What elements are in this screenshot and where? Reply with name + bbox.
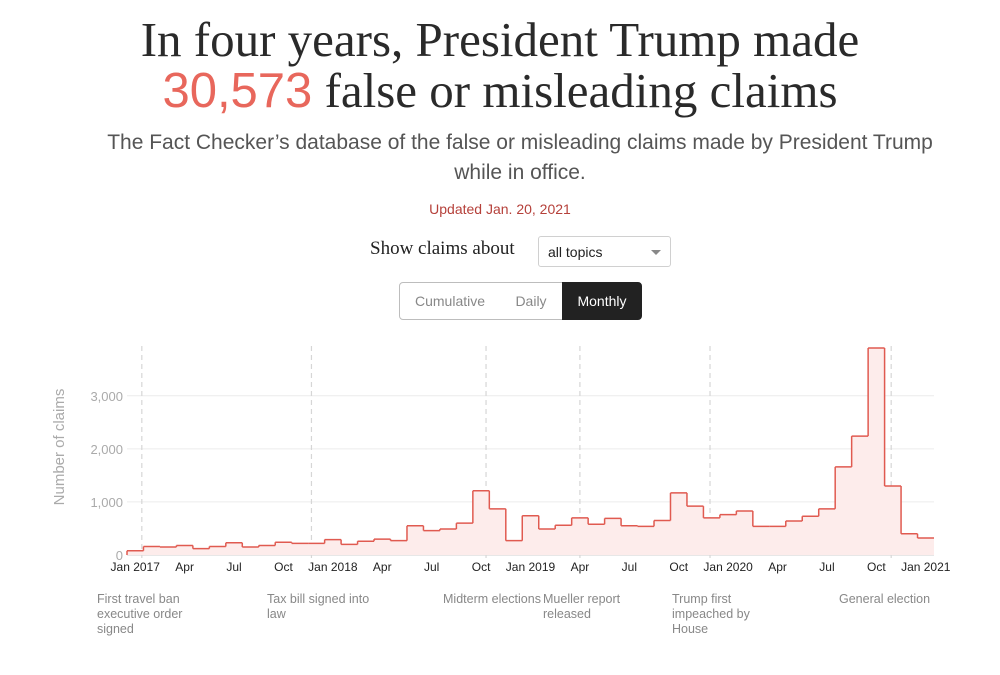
tab-cumulative[interactable]: Cumulative [399,282,501,320]
x-tick-label: Jul [424,560,439,574]
title-rest: false or misleading claims [324,63,838,118]
topic-filter-label: Show claims about [370,238,515,259]
event-annotation-line: released [543,607,591,621]
claims-steps [126,347,934,555]
event-annotations: First travel ban executive order signed Tax… [97,592,930,636]
title-line-2: 30,573 false or misleading claims [0,65,1000,117]
event-annotation: Tax bill signed into law [267,592,369,621]
updated-date: Updated Jan. 20, 2021 [429,201,571,217]
x-tick-label: Apr [175,560,194,574]
y-tick-label: 2,000 [90,442,123,457]
topic-select-value: all topics [548,244,603,260]
event-annotation-line: Tax bill signed into [267,592,369,606]
event-annotation-line: House [672,622,708,636]
page-subtitle: The Fact Checker’s database of the false… [107,131,933,184]
x-tick-label: Oct [669,560,688,574]
x-tick-label: Oct [472,560,491,574]
event-annotation: General election [839,592,930,606]
x-tick-label: Apr [571,560,590,574]
event-annotation: First travel ban executive order signed [97,592,182,636]
event-annotation: Trump first impeached by House [672,592,751,636]
y-tick-label: 3,000 [90,389,123,404]
claims-area [127,348,934,555]
topic-select[interactable]: all topics [538,236,671,267]
event-annotation-line: First travel ban [97,592,180,606]
y-tick-label: 0 [116,548,123,563]
x-tick-label: Jan 2018 [308,560,358,574]
event-annotation-line: impeached by [672,607,751,621]
x-tick-label: Jan 2020 [703,560,753,574]
event-annotation-line: General election [839,592,930,606]
x-tick-label: Jul [226,560,241,574]
x-tick-label: Jan 2017 [111,560,161,574]
event-annotation-line: Midterm elections [443,592,541,606]
title-line-1: In four years, President Trump made [140,12,860,67]
chevron-down-icon [651,250,661,255]
event-annotation: Mueller report released [543,592,621,621]
y-axis-label: Number of claims [51,389,68,506]
event-annotation: Midterm elections [443,592,541,606]
tab-monthly[interactable]: Monthly [562,282,642,320]
page-title: In four years, President Trump made 30,5… [0,14,1000,117]
event-annotation-line: signed [97,622,134,636]
x-axis: Jan 2017 Apr Jul Oct Jan 2018 Apr Jul Oct Jan 20… [111,560,951,574]
x-tick-label: Oct [274,560,293,574]
event-annotation-line: Trump first [672,592,732,606]
x-tick-label: Jan 2019 [506,560,556,574]
x-tick-label: Apr [768,560,787,574]
claims-count: 30,573 [162,64,313,118]
event-annotation-line: Mueller report [543,592,621,606]
y-axis: 0 1,000 2,000 3,000 [90,389,123,563]
x-tick-label: Apr [373,560,392,574]
x-tick-label: Jul [622,560,637,574]
event-annotation-line: law [267,607,287,621]
x-tick-label: Jan 2021 [901,560,951,574]
y-tick-label: 1,000 [90,495,123,510]
event-annotation-line: executive order [97,607,182,621]
tab-daily[interactable]: Daily [500,282,563,320]
x-tick-label: Oct [867,560,886,574]
x-tick-label: Jul [819,560,834,574]
